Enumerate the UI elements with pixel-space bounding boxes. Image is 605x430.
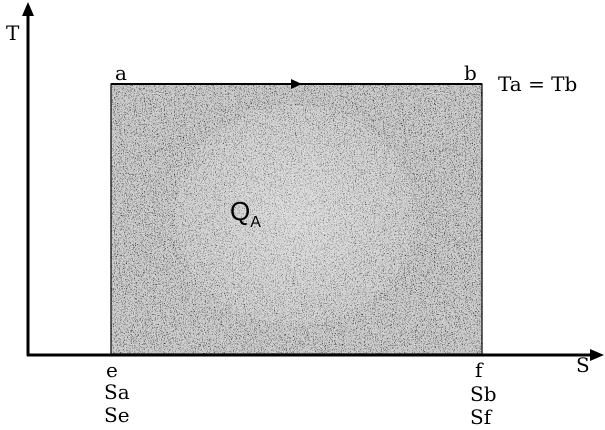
corner-label-b: b — [464, 61, 477, 85]
entropy-label-sf: Sf — [470, 405, 493, 429]
x-axis-arrow-icon — [590, 349, 604, 361]
entropy-label-sa: Sa — [104, 380, 130, 404]
x-axis-label: S — [576, 353, 590, 377]
y-axis-label: T — [6, 21, 20, 45]
axes — [22, 2, 604, 361]
heat-label-main: Q — [230, 196, 250, 226]
entropy-label-se: Se — [104, 403, 130, 427]
corner-label-a: a — [115, 61, 127, 85]
temperature-equality: Ta = Tb — [498, 72, 577, 96]
corner-label-f: f — [475, 358, 484, 382]
y-axis-arrow-icon — [22, 2, 34, 16]
corner-label-e: e — [106, 358, 118, 382]
direction-arrow-icon — [291, 79, 302, 89]
heat-area — [110, 83, 483, 355]
heat-label: QA — [230, 196, 261, 231]
entropy-label-sb: Sb — [470, 382, 497, 406]
process-line-ab — [111, 79, 482, 89]
heat-label-sub: A — [250, 214, 261, 231]
